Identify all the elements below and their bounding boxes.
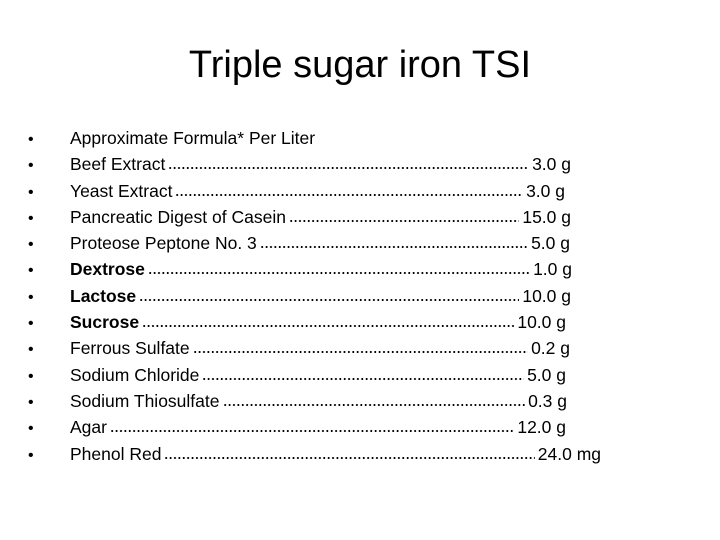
- formula-header: Approximate Formula* Per Liter: [70, 128, 316, 148]
- ingredient-amount: 10.0 g: [517, 312, 566, 333]
- dot-leader: [147, 271, 531, 276]
- list-item-header: • Approximate Formula* Per Liter: [28, 128, 601, 154]
- bullet-icon: •: [28, 420, 34, 438]
- ingredient-row: • Dextrose 1.0 g: [28, 259, 572, 285]
- ingredient-amount: 12.0 g: [517, 417, 566, 438]
- dot-leader: [259, 245, 529, 250]
- bullet-icon: •: [28, 341, 34, 359]
- ingredient-row: • Agar 12.0 g: [28, 417, 566, 443]
- ingredient-name: Sodium Thiosulfate: [70, 390, 220, 411]
- ingredient-name: Proteose Peptone No. 3: [70, 233, 257, 254]
- ingredient-amount: 10.0 g: [522, 285, 571, 306]
- bullet-icon: •: [28, 236, 34, 254]
- ingredient-row: • Beef Extract 3.0 g: [28, 154, 571, 180]
- dot-leader: [202, 376, 525, 381]
- ingredient-name: Yeast Extract: [70, 180, 173, 201]
- bullet-icon: •: [28, 393, 34, 411]
- ingredient-amount: 24.0 mg: [537, 443, 601, 464]
- ingredient-amount: 15.0 g: [522, 206, 571, 227]
- dot-leader: [142, 324, 515, 329]
- ingredient-row: • Proteose Peptone No. 3 5.0 g: [28, 233, 570, 259]
- bullet-icon: •: [28, 131, 34, 148]
- ingredient-row: • Sodium Thiosulfate 0.3 g: [28, 391, 567, 417]
- bullet-icon: •: [28, 288, 34, 306]
- dot-leader: [164, 455, 535, 460]
- ingredient-row: • Lactose 10.0 g: [28, 286, 571, 312]
- ingredient-name: Sucrose: [70, 312, 140, 333]
- bullet-icon: •: [28, 446, 34, 464]
- dot-leader: [109, 429, 515, 434]
- ingredient-row: • Phenol Red 24.0 mg: [28, 444, 601, 470]
- bullet-icon: •: [28, 209, 34, 227]
- ingredient-name: Ferrous Sulfate: [70, 338, 190, 359]
- dot-leader: [222, 402, 526, 407]
- dot-leader: [175, 192, 524, 197]
- slide-title: Triple sugar iron TSI: [188, 44, 532, 86]
- ingredient-amount: 1.0 g: [533, 259, 572, 280]
- ingredient-name: Dextrose: [70, 259, 145, 280]
- ingredient-row: • Sodium Chloride 5.0 g: [28, 365, 566, 391]
- ingredient-row: • Yeast Extract 3.0 g: [28, 181, 565, 207]
- ingredient-name: Pancreatic Digest of Casein: [70, 206, 286, 227]
- dot-leader: [139, 297, 520, 302]
- ingredient-amount: 5.0 g: [527, 364, 566, 385]
- ingredient-amount: 0.2 g: [531, 338, 570, 359]
- ingredient-name: Lactose: [70, 285, 137, 306]
- ingredient-amount: 0.3 g: [528, 390, 567, 411]
- dot-leader: [192, 350, 529, 355]
- bullet-icon: •: [28, 157, 34, 175]
- ingredient-amount: 5.0 g: [531, 233, 570, 254]
- ingredient-amount: 3.0 g: [526, 180, 565, 201]
- ingredient-row: • Pancreatic Digest of Casein 15.0 g: [28, 207, 571, 233]
- bullet-icon: •: [28, 315, 34, 333]
- ingredient-row: • Ferrous Sulfate 0.2 g: [28, 338, 570, 364]
- dot-leader: [168, 166, 530, 171]
- ingredient-name: Beef Extract: [70, 154, 166, 175]
- bullet-icon: •: [28, 262, 34, 280]
- formula-list: • Approximate Formula* Per Liter • Beef E…: [28, 128, 601, 470]
- bullet-icon: •: [28, 183, 34, 201]
- ingredient-amount: 3.0 g: [532, 154, 571, 175]
- dot-leader: [288, 218, 520, 223]
- bullet-icon: •: [28, 367, 34, 385]
- ingredient-row: • Sucrose 10.0 g: [28, 312, 566, 338]
- ingredient-name: Agar: [70, 417, 107, 438]
- ingredient-name: Sodium Chloride: [70, 364, 200, 385]
- ingredient-name: Phenol Red: [70, 443, 162, 464]
